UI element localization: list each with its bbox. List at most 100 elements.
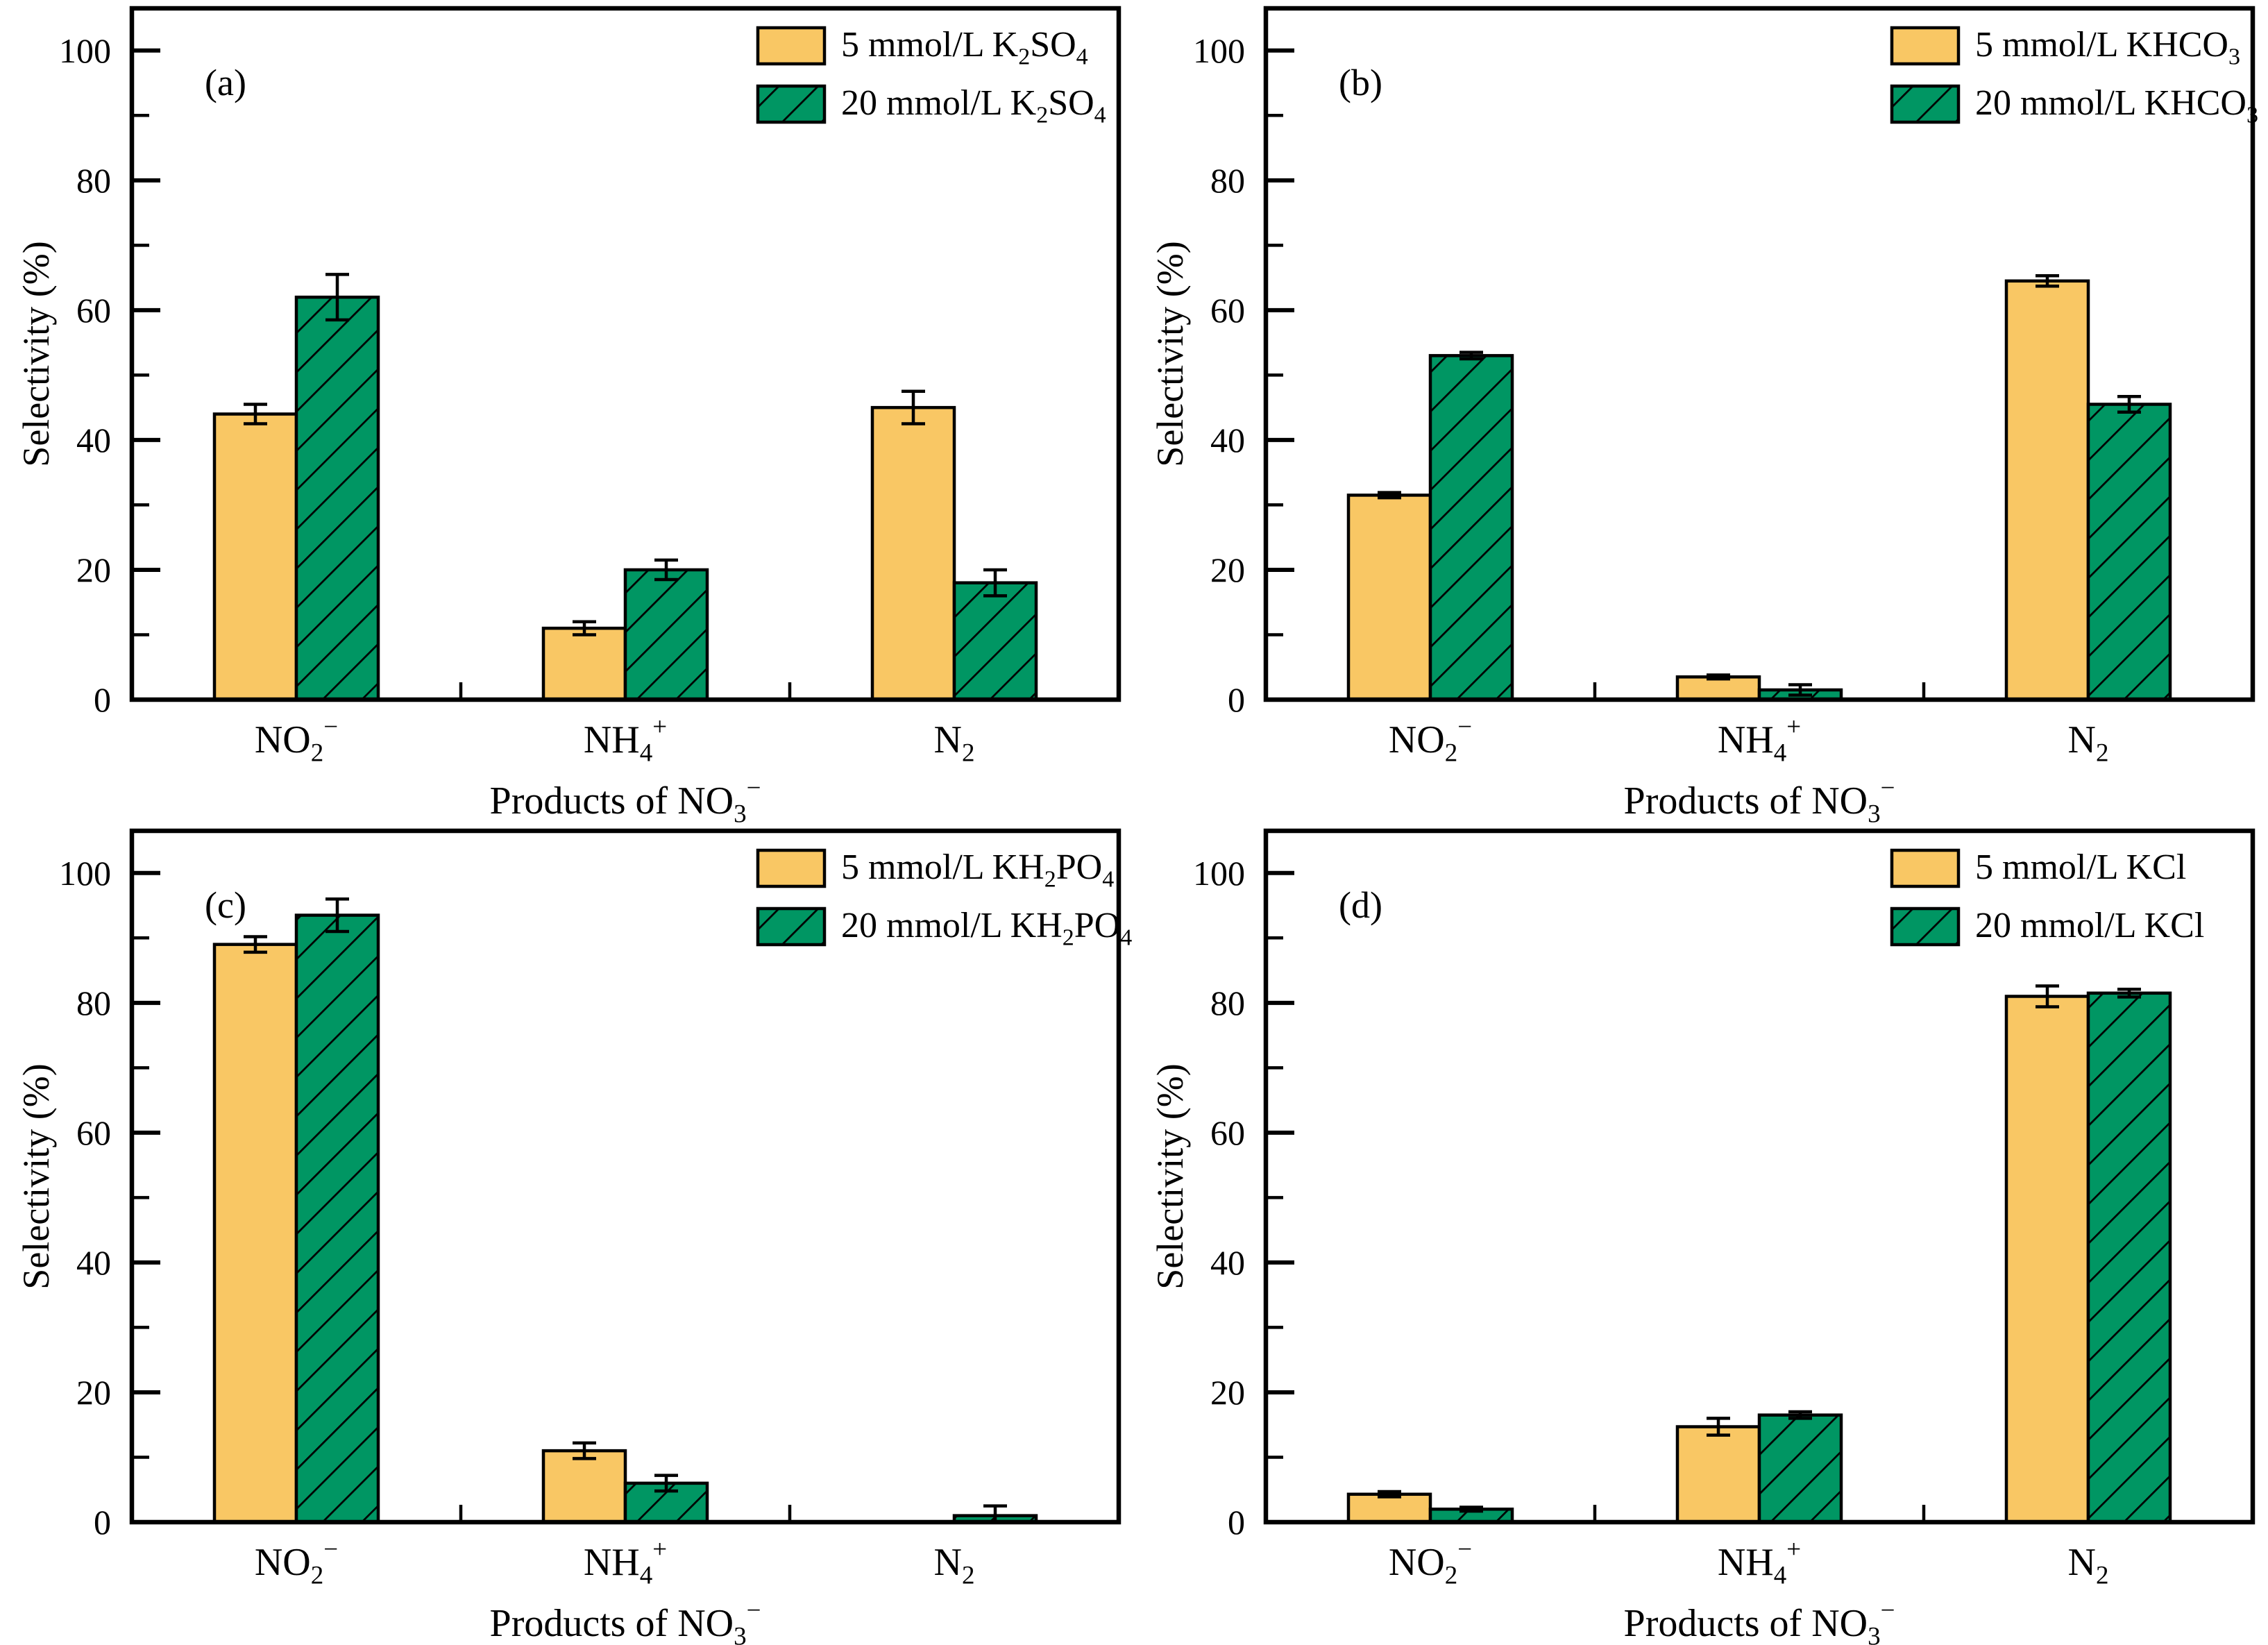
legend-swatch [756,848,827,888]
error-bar [654,558,678,582]
legend-label: 5 mmol/L KH2PO4 [841,847,1114,892]
plot-box [129,6,1122,702]
error-bar [1459,1505,1483,1513]
bar [212,943,298,1524]
category-label: NO2− [255,713,338,768]
error-bar [2117,987,2141,999]
error-bar [2036,274,2059,288]
error-bar [244,403,267,425]
y-axis-tick-label: 40 [1210,1243,1245,1282]
legend-item: 5 mmol/L KH2PO4 [756,847,1114,892]
y-axis-tick-label: 100 [1193,31,1245,70]
y-axis-tick-label: 20 [1210,1373,1245,1412]
category-label: NO2− [1389,713,1472,768]
legend-label: 5 mmol/L K2SO4 [841,25,1088,69]
bar [2086,991,2172,1524]
error-bar [1788,1410,1812,1420]
x-axis-title: Products of NO3− [1624,1596,1895,1645]
bar [1757,1413,1843,1524]
legend-swatch [756,906,827,947]
bar [212,412,298,702]
category-label: NH4+ [1718,713,1801,768]
bar [1428,354,1514,702]
error-bar [2117,395,2141,414]
legend-swatch [756,26,827,66]
y-axis-tick-label: 0 [1228,1503,1245,1542]
plot-box [129,828,1122,1525]
error-bar [1459,351,1483,361]
legend-swatch [756,84,827,124]
legend-swatch [1890,26,1961,66]
category-label: NO2− [255,1535,338,1590]
category-label: N2 [934,718,975,767]
y-axis-tick-label: 60 [1210,291,1245,330]
error-bar [1707,673,1730,681]
x-axis-title: Products of NO3− [1624,774,1895,822]
bar [2004,995,2090,1524]
legend-label: 20 mmol/L K2SO4 [841,83,1106,128]
y-axis-title: Selectivity (%) [1149,241,1191,466]
bar [2004,279,2090,702]
error-bar [573,620,596,636]
category-label: NH4+ [584,713,667,768]
bar [952,581,1038,702]
legend-item: 20 mmol/L KH2PO4 [756,906,1132,950]
legend-swatch [1890,848,1961,888]
y-axis-tick-label: 100 [59,31,111,70]
bar [2086,403,2172,702]
panel-b-chart: 0 20 40 60 80 100 NO2− NH4+ N2 Products of NO3− Se… [1149,6,2258,822]
y-axis-tick-label: 80 [1210,161,1245,200]
category-label: N2 [2068,1541,2109,1589]
category-label: N2 [934,1541,975,1589]
y-axis-tick-label: 20 [76,550,111,589]
y-axis-tick-label: 20 [1210,550,1245,589]
legend-item: 20 mmol/L K2SO4 [756,83,1106,128]
plot-box [1263,828,2256,1525]
legend-label: 20 mmol/L KH2PO4 [841,906,1132,950]
panel-d-chart: 0 20 40 60 80 100 NO2− NH4+ N2 Products of NO3− Se… [1149,828,2256,1645]
error-bar [325,897,349,934]
error-bar [2036,984,2059,1009]
legend-label: 20 mmol/L KHCO3 [1975,83,2258,128]
bar [294,913,380,1524]
y-axis-tick-label: 60 [1210,1113,1245,1152]
x-axis-title: Products of NO3− [490,774,761,822]
error-bar [1378,1490,1401,1499]
y-axis-tick-label: 20 [76,1373,111,1412]
category-label: NH4+ [1718,1535,1801,1590]
bar [541,626,627,702]
panel-letter: (b) [1339,62,1382,103]
panel-letter: (d) [1339,884,1382,926]
legend-item: 5 mmol/L K2SO4 [756,25,1088,69]
legend-item: 20 mmol/L KHCO3 [1890,83,2258,128]
category-label: N2 [2068,718,2109,767]
plot-box [1263,6,2256,702]
bar [1346,1492,1432,1524]
legend-item: 20 mmol/L KCl [1890,906,2204,947]
y-axis-tick-label: 80 [1210,984,1245,1022]
y-axis-tick-label: 80 [76,984,111,1022]
y-axis-tick-label: 100 [59,854,111,893]
y-axis-tick-label: 100 [1193,854,1245,893]
error-bar [1378,491,1401,500]
bar [1346,494,1432,702]
legend-label: 5 mmol/L KHCO3 [1975,25,2240,69]
y-axis-tick-label: 80 [76,161,111,200]
panel-a-chart: 0 20 40 60 80 100 NO2− NH4+ N2 Products of NO3− Se… [15,6,1122,822]
bar [1675,1425,1761,1524]
y-axis-title: Selectivity (%) [1149,1063,1191,1289]
error-bar [573,1441,596,1460]
panel-c-chart: 0 20 40 60 80 100 NO2− NH4+ N2 Products of NO3− Se… [15,828,1132,1645]
y-axis-title: Selectivity (%) [15,241,57,466]
y-axis-tick-label: 40 [1210,421,1245,459]
panel-letter: (a) [205,62,246,103]
error-bar [1788,683,1812,697]
legend-label: 20 mmol/L KCl [1975,906,2204,945]
category-label: NH4+ [584,1535,667,1590]
y-axis-tick-label: 0 [94,680,111,719]
legend-item: 5 mmol/L KHCO3 [1890,25,2240,69]
legend-swatch [1890,84,1961,124]
y-axis-tick-label: 60 [76,1113,111,1152]
bar [870,405,956,702]
